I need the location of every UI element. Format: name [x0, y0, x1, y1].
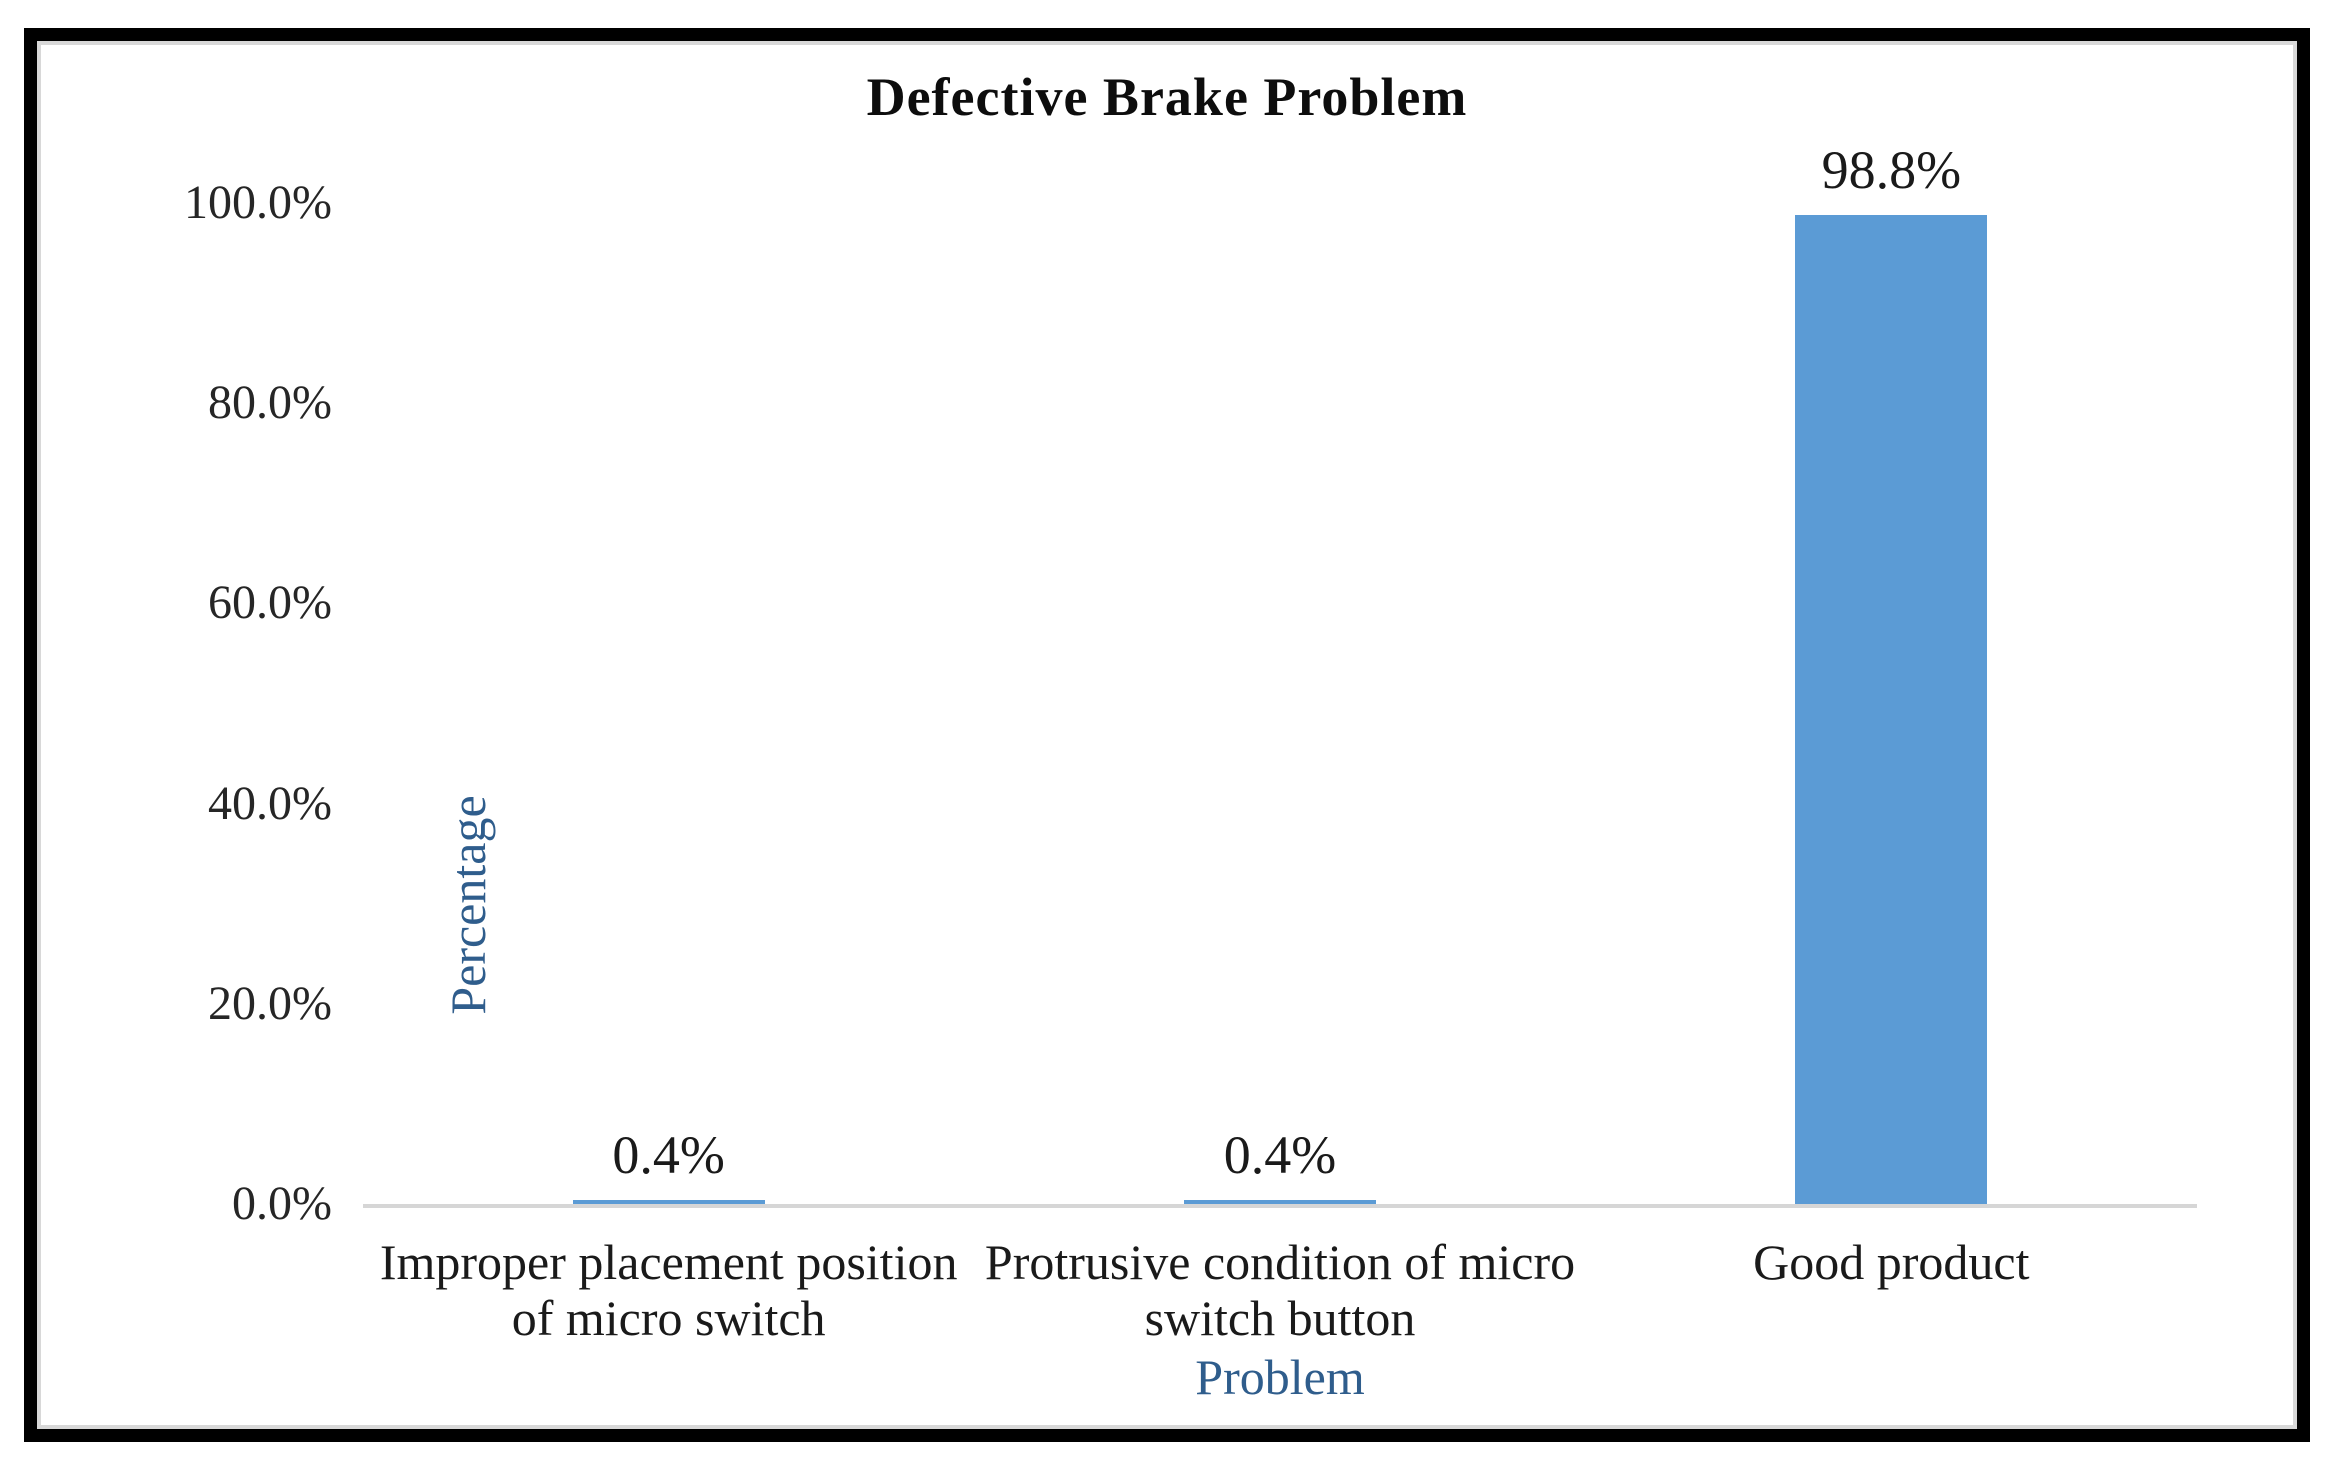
chart-title: Defective Brake Problem [866, 67, 1468, 127]
bar-value-label: 0.4% [612, 1125, 725, 1185]
y-tick-label: 40.0% [208, 776, 332, 830]
category-label: Improper placement position of micro swi… [379, 1234, 958, 1346]
x-axis-title: Problem [1195, 1349, 1365, 1405]
bar-value-label: 98.8% [1821, 140, 1962, 200]
y-tick-label: 80.0% [208, 376, 332, 430]
y-tick-label: 60.0% [208, 576, 332, 630]
y-tick-label: 100.0% [184, 176, 332, 229]
bar-value-label: 0.4% [1223, 1125, 1337, 1185]
plot-area: Percentage 0.4% 0.4% 98.8% [363, 141, 2197, 1208]
bar [1184, 1200, 1376, 1204]
bar [572, 1200, 765, 1204]
category-label: Protrusive condition of micro switch but… [984, 1234, 1576, 1346]
bar [1795, 215, 1988, 1204]
y-tick-label: 0.0% [232, 1177, 332, 1230]
category-label: Good product [1753, 1234, 2030, 1290]
y-tick-label: 20.0% [208, 976, 332, 1030]
